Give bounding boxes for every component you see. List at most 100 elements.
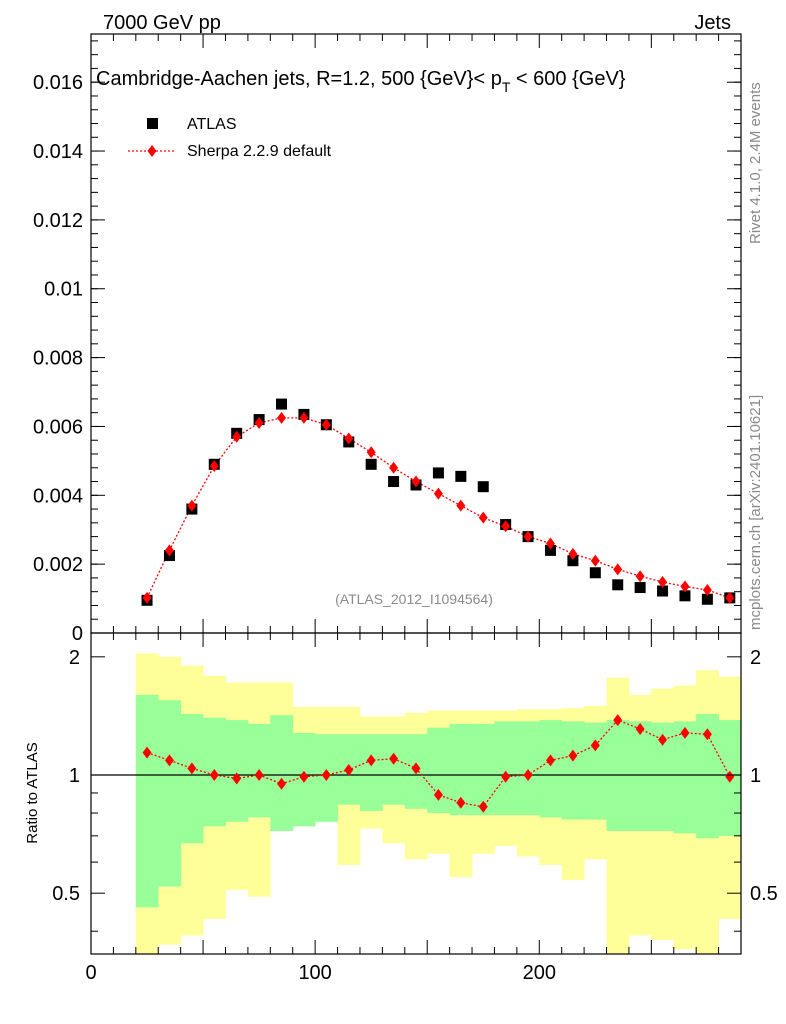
main-ytick-label: 0 — [72, 623, 83, 645]
ratio-data-point — [590, 739, 600, 752]
main-ytick-label: 0.012 — [33, 210, 83, 232]
ratio-data-point — [658, 733, 668, 746]
ratio-band-inner — [673, 721, 697, 834]
ratio-band-inner — [135, 694, 159, 908]
atlas-data-point — [477, 481, 489, 493]
ratio-ytick-label: 1 — [69, 765, 80, 787]
mc-data-point — [725, 591, 735, 604]
atlas-data-point — [455, 470, 467, 482]
atlas-data-point — [432, 467, 444, 479]
ratio-ytick-label-right: 0.5 — [750, 883, 778, 905]
atlas-data-point — [388, 476, 400, 488]
mc-data-point — [411, 475, 421, 488]
legend: ATLAS Sherpa 2.2.9 default — [128, 116, 332, 160]
main-ytick-label: 0.004 — [33, 485, 83, 507]
atlas-data-point — [365, 458, 377, 470]
ratio-data-point — [523, 769, 533, 782]
ratio-data-point — [254, 769, 264, 782]
ratio-data-point — [232, 772, 242, 785]
atlas-data-point — [634, 582, 646, 594]
main-ytick-label: 0.014 — [33, 141, 83, 163]
ratio-data-point — [366, 754, 376, 767]
xtick-label: 100 — [298, 962, 331, 984]
side-label-bottom: mcplots.cern.ch [arXiv:2401.10621] — [747, 395, 764, 630]
ratio-band-inner — [539, 720, 563, 818]
legend-data-label: ATLAS — [187, 116, 237, 133]
mc-data-point — [142, 591, 152, 604]
main-ytick-label: 0.01 — [44, 279, 83, 301]
mc-data-point — [232, 430, 242, 443]
ratio-ytick-label: 2 — [69, 647, 80, 669]
ratio-data-point — [635, 722, 645, 735]
ratio-frame — [90, 632, 742, 955]
atlas-data-point — [276, 398, 288, 410]
legend-mc-label: Sherpa 2.2.9 default — [187, 143, 332, 160]
mc-data-point — [321, 418, 331, 431]
ratio-data-point — [545, 754, 555, 767]
ratio-band-inner — [472, 723, 495, 816]
plot-title: Cambridge-Aachen jets, R=1.2, 500 {GeV}<… — [96, 68, 626, 95]
ratio-data-point — [164, 754, 174, 767]
ratio-data-point — [344, 763, 354, 776]
ratio-band-inner — [382, 734, 406, 805]
ratio-data-point — [389, 752, 399, 765]
analysis-watermark: (ATLAS_2012_I1094564) — [335, 591, 493, 607]
atlas-data-point — [589, 567, 601, 579]
ratio-data-point — [568, 749, 578, 762]
mc-data-point — [568, 547, 578, 560]
main-panel: 0 0.002 0.004 0.006 0.008 0.01 0.012 0.014 0.016… — [33, 33, 742, 645]
main-ytick-label: 0.016 — [33, 72, 83, 94]
mc-data-point — [635, 570, 645, 583]
ratio-ytick-label-right: 1 — [750, 765, 761, 787]
ratio-data-point — [613, 714, 623, 727]
ratio-band-inner — [494, 721, 518, 816]
ratio-data-point — [277, 777, 287, 790]
mc-data-point — [658, 576, 668, 589]
ratio-data-point — [321, 769, 331, 782]
mc-data-point — [433, 487, 443, 500]
main-ytick-label: 0.008 — [33, 348, 83, 370]
mc-data-point — [389, 461, 399, 474]
atlas-data-point — [701, 593, 713, 605]
ratio-ytick-label: 0.5 — [52, 883, 80, 905]
main-ytick-label: 0.006 — [33, 416, 83, 438]
ratio-data-point — [456, 796, 466, 809]
mc-data-point — [680, 580, 690, 593]
ratio-data-point — [142, 746, 152, 759]
ratio-band-inner — [651, 722, 675, 832]
xtick-label: 200 — [523, 962, 556, 984]
header-left: 7000 GeV pp — [103, 12, 221, 34]
ratio-band-inner — [584, 722, 607, 820]
ratio-band-inner — [449, 723, 473, 816]
ratio-data-point — [411, 762, 421, 775]
ratio-band-inner — [628, 721, 652, 832]
mc-data-point — [254, 417, 264, 430]
ratio-band-inner — [270, 715, 294, 832]
mc-series-line — [146, 417, 731, 599]
mc-data-point — [523, 530, 533, 543]
ratio-band-inner — [516, 721, 540, 816]
ratio-band-inner — [427, 727, 451, 814]
ratio-data-point — [187, 762, 197, 775]
ratio-data-point — [299, 770, 309, 783]
ratio-ylabel: Ratio to ATLAS — [24, 742, 41, 843]
ratio-data-point — [433, 788, 443, 801]
xtick-label: 0 — [85, 962, 96, 984]
ratio-data-point — [478, 800, 488, 813]
mc-data-point — [613, 563, 623, 576]
legend-mc-marker — [147, 145, 157, 157]
ratio-data-point — [680, 726, 690, 739]
ratio-data-point — [501, 770, 511, 783]
mc-data-point — [164, 544, 174, 557]
atlas-data-point — [544, 544, 556, 556]
side-label-top: Rivet 4.1.0, 2.4M events — [747, 82, 764, 244]
ratio-ytick-label-right: 2 — [750, 647, 761, 669]
mc-data-point — [299, 411, 309, 424]
mc-data-point — [344, 432, 354, 445]
mc-data-point — [209, 460, 219, 473]
ratio-band-inner — [180, 714, 204, 844]
ratio-band-inner — [561, 721, 585, 820]
mc-data-point — [501, 520, 511, 533]
mc-data-point — [545, 537, 555, 550]
